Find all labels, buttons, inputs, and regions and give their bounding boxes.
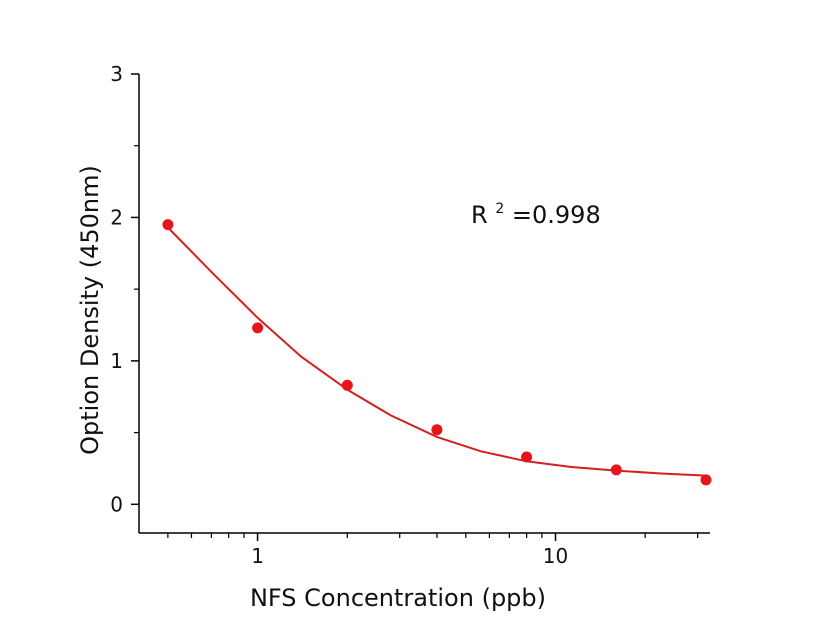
fit-curve	[167, 226, 707, 477]
y-tick-label: 3	[110, 62, 123, 86]
r-squared-annotation: R 2 =0.998	[471, 191, 601, 229]
y-tick-label: 2	[110, 205, 123, 229]
y-tick-label: 1	[110, 349, 123, 373]
x-ticks: 1 10	[167, 533, 699, 568]
x-tick-label: 10	[543, 544, 568, 568]
y-tick-label: 0	[110, 492, 123, 516]
y-axis-title: Option Density (450nm)	[76, 165, 104, 455]
r-squared-value: =0.998	[512, 201, 601, 229]
axes	[138, 74, 710, 534]
data-point	[700, 474, 712, 486]
data-point	[431, 424, 443, 436]
data-point	[521, 451, 533, 463]
x-axis-title: NFS Concentration (ppb)	[250, 584, 546, 612]
r-squared-superscript: 2	[495, 201, 504, 217]
data-point	[252, 322, 264, 334]
series-layer	[162, 219, 712, 486]
x-tick-label: 1	[251, 544, 264, 568]
data-point	[341, 379, 353, 391]
data-point	[162, 219, 174, 231]
r-squared-base: R	[471, 201, 488, 229]
data-point	[610, 464, 622, 476]
y-ticks: 0 1 2 3	[110, 62, 139, 516]
